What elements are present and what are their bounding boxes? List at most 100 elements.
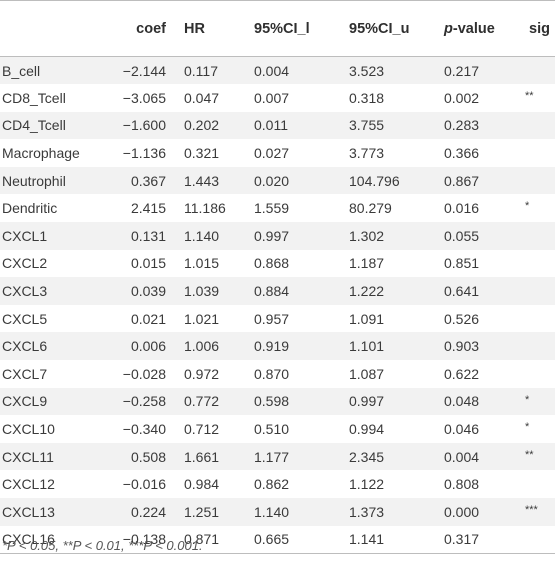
table-row: Macrophage −1.136 0.321 0.027 3.773 0.366 bbox=[0, 139, 555, 167]
cell-ci-upper: 1.101 bbox=[349, 338, 385, 355]
table-row: CXCL10 −0.340 0.712 0.510 0.994 0.046 * bbox=[0, 415, 555, 443]
cell-sig bbox=[525, 57, 555, 85]
cell-name: CXCL3 bbox=[2, 283, 48, 300]
cell-name: CXCL2 bbox=[2, 255, 48, 272]
cell-hr: 1.039 bbox=[184, 283, 220, 300]
cell-sig: * bbox=[525, 421, 530, 434]
cell-name: CXCL7 bbox=[2, 365, 48, 382]
cell-ci-upper: 104.796 bbox=[349, 172, 400, 189]
cell-p-value: 0.851 bbox=[444, 255, 480, 272]
cell-p-value: 0.808 bbox=[444, 476, 480, 493]
cell-hr: 0.047 bbox=[184, 89, 220, 106]
header-p-value: p-value bbox=[440, 0, 525, 57]
cell-coef: −0.258 bbox=[122, 393, 166, 410]
cell-name: CXCL13 bbox=[2, 503, 55, 520]
cell-sig bbox=[525, 139, 555, 167]
cell-ci-upper: 1.373 bbox=[349, 503, 385, 520]
cell-hr: 0.202 bbox=[184, 117, 220, 134]
cell-coef: 0.367 bbox=[130, 172, 166, 189]
cell-ci-lower: 1.140 bbox=[254, 503, 290, 520]
cell-coef: 0.015 bbox=[130, 255, 166, 272]
cell-p-value: 0.903 bbox=[444, 338, 480, 355]
table-row: CXCL7 −0.028 0.972 0.870 1.087 0.622 bbox=[0, 360, 555, 388]
table-row: CD4_Tcell −1.600 0.202 0.011 3.755 0.283 bbox=[0, 111, 555, 140]
cell-ci-lower: 0.997 bbox=[254, 227, 290, 244]
cell-ci-lower: 0.007 bbox=[254, 89, 290, 106]
cell-ci-upper: 2.345 bbox=[349, 448, 385, 465]
cell-hr: 0.984 bbox=[184, 476, 220, 493]
cell-ci-upper: 1.222 bbox=[349, 283, 385, 300]
cell-p-value: 0.317 bbox=[440, 525, 525, 554]
cell-name: CXCL10 bbox=[2, 421, 55, 438]
cell-ci-upper: 0.994 bbox=[349, 421, 385, 438]
cell-p-value: 0.526 bbox=[444, 310, 480, 327]
table-row: CXCL13 0.224 1.251 1.140 1.373 0.000 *** bbox=[0, 498, 555, 526]
cell-coef: 0.021 bbox=[130, 310, 166, 327]
cell-name: Dendritic bbox=[2, 200, 58, 217]
cell-coef: −0.138 bbox=[110, 525, 180, 554]
cell-p-value: 0.641 bbox=[444, 283, 480, 300]
cell-p-value: 0.867 bbox=[444, 172, 480, 189]
cell-ci-upper: 1.187 bbox=[349, 255, 385, 272]
cell-hr: 1.021 bbox=[184, 310, 220, 327]
cell-name: CXCL11 bbox=[2, 448, 54, 465]
cell-sig: ** bbox=[525, 90, 534, 103]
cell-sig bbox=[525, 277, 555, 305]
cell-sig: * bbox=[525, 393, 530, 406]
header-ci-upper: 95%CI_u bbox=[345, 0, 440, 57]
cell-p-value: 0.283 bbox=[444, 117, 480, 134]
cell-sig: * bbox=[525, 200, 530, 213]
cell-name: Macrophage bbox=[2, 145, 80, 162]
table-row: CXCL2 0.015 1.015 0.868 1.187 0.851 bbox=[0, 249, 555, 278]
cell-hr: 1.443 bbox=[184, 172, 220, 189]
cell-coef: −0.028 bbox=[122, 365, 166, 382]
cell-ci-upper: 3.523 bbox=[349, 62, 385, 79]
cell-coef: −3.065 bbox=[122, 89, 166, 106]
header-p-rest: -value bbox=[452, 20, 495, 37]
cell-coef: 0.508 bbox=[130, 448, 166, 465]
cell-p-value: 0.622 bbox=[444, 365, 480, 382]
cell-name: CXCL1 bbox=[2, 227, 48, 244]
table-row: Dendritic 2.415 11.186 1.559 80.279 0.016 * bbox=[0, 194, 555, 223]
cell-coef: −0.340 bbox=[122, 421, 166, 438]
table-row: CD8_Tcell −3.065 0.047 0.007 0.318 0.002 ** bbox=[0, 84, 555, 112]
cell-coef: −0.016 bbox=[122, 476, 166, 493]
table-row: CXCL1 0.131 1.140 0.997 1.302 0.055 bbox=[0, 222, 555, 250]
cell-sig: ** bbox=[525, 448, 534, 461]
cell-p-value: 0.016 bbox=[444, 200, 480, 217]
cell-hr: 1.015 bbox=[184, 255, 220, 272]
cell-sig bbox=[525, 250, 555, 278]
cell-ci-upper: 1.122 bbox=[349, 476, 385, 493]
cell-hr: 0.972 bbox=[184, 365, 220, 382]
header-name bbox=[0, 0, 110, 57]
cell-hr: 0.117 bbox=[184, 62, 218, 79]
table-row: CXCL11 0.508 1.661 1.177 2.345 0.004 ** bbox=[0, 442, 555, 471]
cell-ci-lower: 0.598 bbox=[254, 393, 290, 410]
cell-hr: 1.140 bbox=[184, 227, 220, 244]
cell-hr: 11.186 bbox=[184, 200, 226, 217]
table-row: CXCL5 0.021 1.021 0.957 1.091 0.526 bbox=[0, 304, 555, 333]
cell-ci-lower: 1.559 bbox=[254, 200, 290, 217]
cell-sig bbox=[525, 360, 555, 388]
cell-hr: 0.712 bbox=[184, 421, 220, 438]
cell-hr: 0.871 bbox=[180, 525, 250, 554]
cell-sig bbox=[525, 470, 555, 498]
cell-p-value: 0.055 bbox=[444, 227, 480, 244]
cell-coef: 0.039 bbox=[130, 283, 166, 300]
table-body: B_cell −2.144 0.117 0.004 3.523 0.217 CD8_Tcel… bbox=[0, 56, 555, 554]
cell-p-value: 0.002 bbox=[444, 89, 480, 106]
cell-p-value: 0.366 bbox=[444, 145, 480, 162]
cell-ci-lower: 0.862 bbox=[254, 476, 290, 493]
cell-ci-lower: 0.919 bbox=[254, 338, 290, 355]
cell-ci-lower: 0.957 bbox=[254, 310, 290, 327]
header-coef: coef bbox=[110, 0, 180, 57]
cell-coef: −1.136 bbox=[122, 145, 166, 162]
table-row: B_cell −2.144 0.117 0.004 3.523 0.217 bbox=[0, 56, 555, 85]
cell-sig bbox=[525, 167, 555, 195]
header-sig: sig bbox=[525, 0, 555, 57]
table-row: CXCL6 0.006 1.006 0.919 1.101 0.903 bbox=[0, 332, 555, 361]
table-row: CXCL9 −0.258 0.772 0.598 0.997 0.048 * bbox=[0, 387, 555, 416]
cell-coef: −1.600 bbox=[122, 117, 166, 134]
table-row: CXCL3 0.039 1.039 0.884 1.222 0.641 bbox=[0, 277, 555, 305]
